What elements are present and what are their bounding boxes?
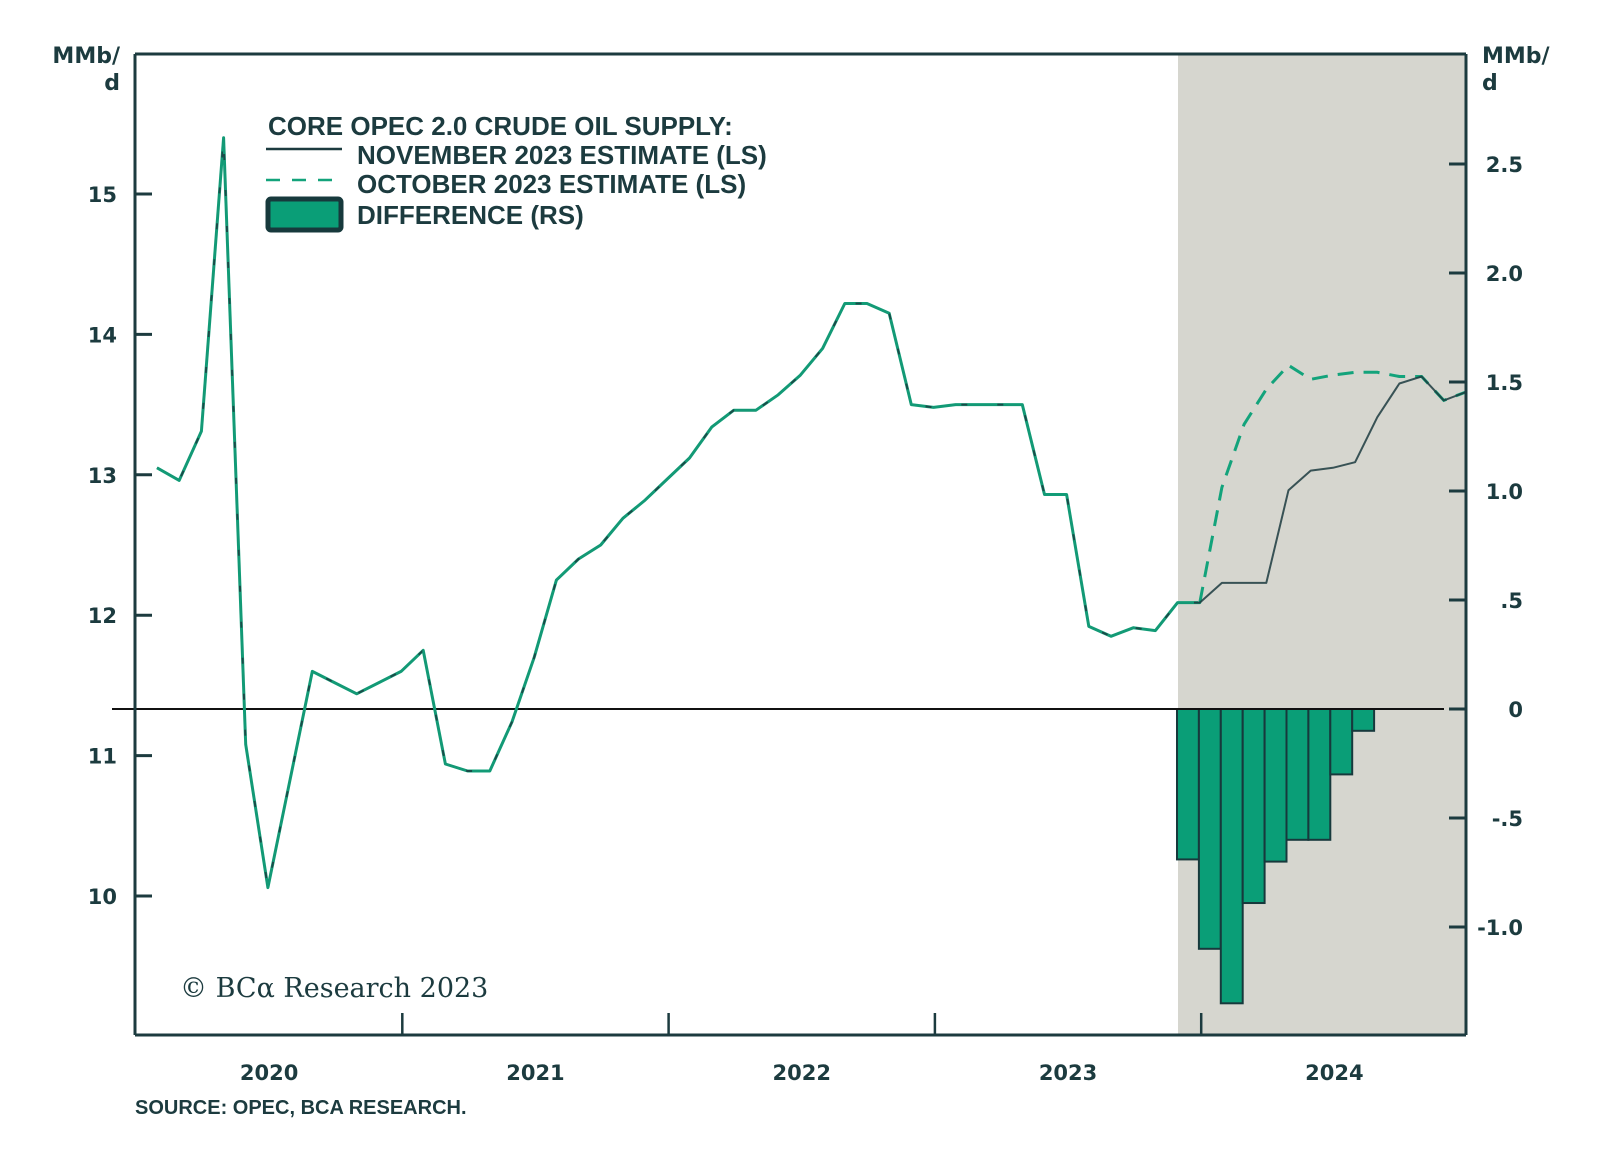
right-axis-unit-line1: MMb/: [1482, 44, 1551, 69]
legend-title: CORE OPEC 2.0 CRUDE OIL SUPPLY:: [268, 111, 733, 141]
difference-bar: [1307, 708, 1332, 841]
difference-bar: [1351, 708, 1376, 732]
left-tick-label: 14: [88, 323, 117, 347]
source-text: SOURCE: OPEC, BCA RESEARCH.: [135, 1097, 467, 1119]
right-tick-label: 2.5: [1486, 153, 1523, 177]
legend-label-november: NOVEMBER 2023 ESTIMATE (LS): [357, 140, 767, 170]
right-tick-label: -.5: [1492, 807, 1523, 831]
right-tick-label: -1.0: [1477, 916, 1523, 940]
right-tick-label: .5: [1500, 589, 1523, 613]
x-tick-label: 2021: [506, 1061, 564, 1085]
overlap-history-line: [156, 136, 1200, 889]
difference-bar: [1219, 708, 1244, 1005]
difference-bar: [1197, 708, 1222, 950]
right-tick-label: 1.5: [1486, 371, 1523, 395]
left-axis-unit-line2: d: [104, 71, 120, 96]
difference-bar: [1263, 708, 1288, 863]
copyright-text: © BCα Research 2023: [180, 973, 488, 1004]
difference-bar: [1329, 708, 1354, 776]
right-tick-label: 1.0: [1486, 480, 1523, 504]
difference-bar: [1176, 708, 1200, 861]
x-tick-label: 2024: [1305, 1061, 1363, 1085]
right-tick-label: 2.0: [1486, 262, 1523, 286]
left-tick-label: 15: [88, 183, 117, 207]
difference-bar: [1241, 708, 1266, 905]
legend-label-october: OCTOBER 2023 ESTIMATE (LS): [357, 169, 746, 199]
left-tick-label: 11: [88, 745, 117, 769]
difference-bar: [1285, 708, 1310, 841]
right-tick-label: 0: [1508, 698, 1523, 722]
legend-label-difference: DIFFERENCE (RS): [357, 200, 584, 230]
x-tick-label: 2020: [240, 1061, 298, 1085]
right-axis-unit-line2: d: [1482, 71, 1498, 96]
left-axis-unit-line1: MMb/: [52, 44, 121, 69]
legend-swatch-difference: [265, 196, 344, 233]
legend: CORE OPEC 2.0 CRUDE OIL SUPPLY: NOVEMBER…: [265, 111, 767, 233]
left-tick-label: 10: [88, 885, 117, 909]
x-tick-label: 2023: [1039, 1061, 1097, 1085]
x-tick-label: 2022: [773, 1061, 831, 1085]
left-tick-label: 12: [88, 604, 117, 628]
left-tick-label: 13: [88, 464, 117, 488]
